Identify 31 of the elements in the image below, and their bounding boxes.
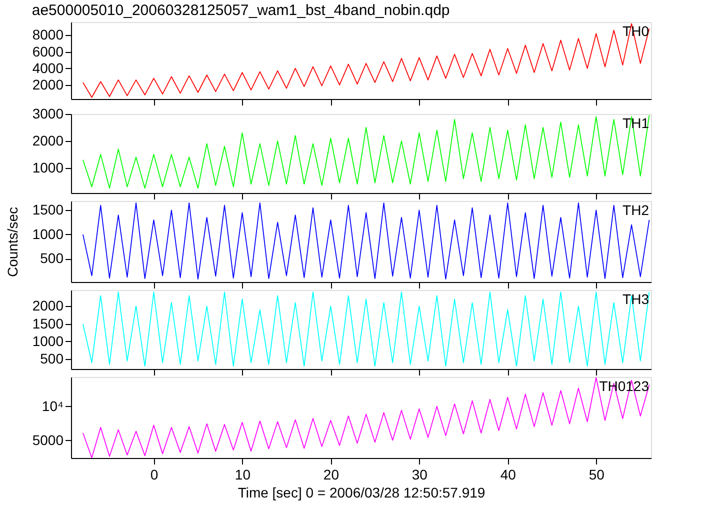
line-series (82, 114, 650, 189)
y-tick-label: 1000 (32, 332, 64, 349)
y-tick-label: 2000 (32, 132, 64, 148)
x-tick-label: 10 (234, 466, 251, 482)
y-tick-label: 3000 (32, 106, 64, 122)
x-axis-title: Time [sec] 0 = 2006/03/28 12:50:57.919 (238, 484, 486, 500)
x-tick-label: 30 (412, 466, 428, 482)
y-tick-label: 1500 (32, 315, 64, 332)
series-label: TH2 (622, 202, 650, 218)
line-series (82, 292, 650, 367)
y-tick-label: 500 (40, 250, 64, 266)
y-tick-label: 1500 (32, 202, 64, 218)
line-series (82, 23, 650, 98)
y-tick-label: 6000 (32, 43, 64, 60)
y-tick-label: 4000 (32, 60, 64, 76)
y-tick-label: 1000 (32, 226, 64, 242)
x-tick-label: 20 (323, 466, 340, 482)
y-tick-label: 1000 (32, 159, 64, 176)
y-tick-label: 8000 (32, 26, 64, 43)
line-series (82, 377, 650, 458)
chart-title: ae500005010_20060328125057_wam1_bst_4band_nobin.qdp (32, 2, 450, 19)
y-tick-label: 2000 (32, 298, 64, 314)
y-axis-title: Counts/sec (4, 206, 20, 278)
x-tick-label: 0 (150, 466, 158, 482)
line-series (82, 202, 650, 280)
x-tick-label: 50 (588, 466, 605, 482)
y-tick-label: 10⁴ (42, 398, 64, 414)
y-tick-label: 2000 (32, 76, 64, 92)
x-tick-label: 40 (500, 466, 516, 482)
y-tick-label: 5000 (32, 432, 64, 448)
y-tick-label: 500 (40, 350, 64, 367)
